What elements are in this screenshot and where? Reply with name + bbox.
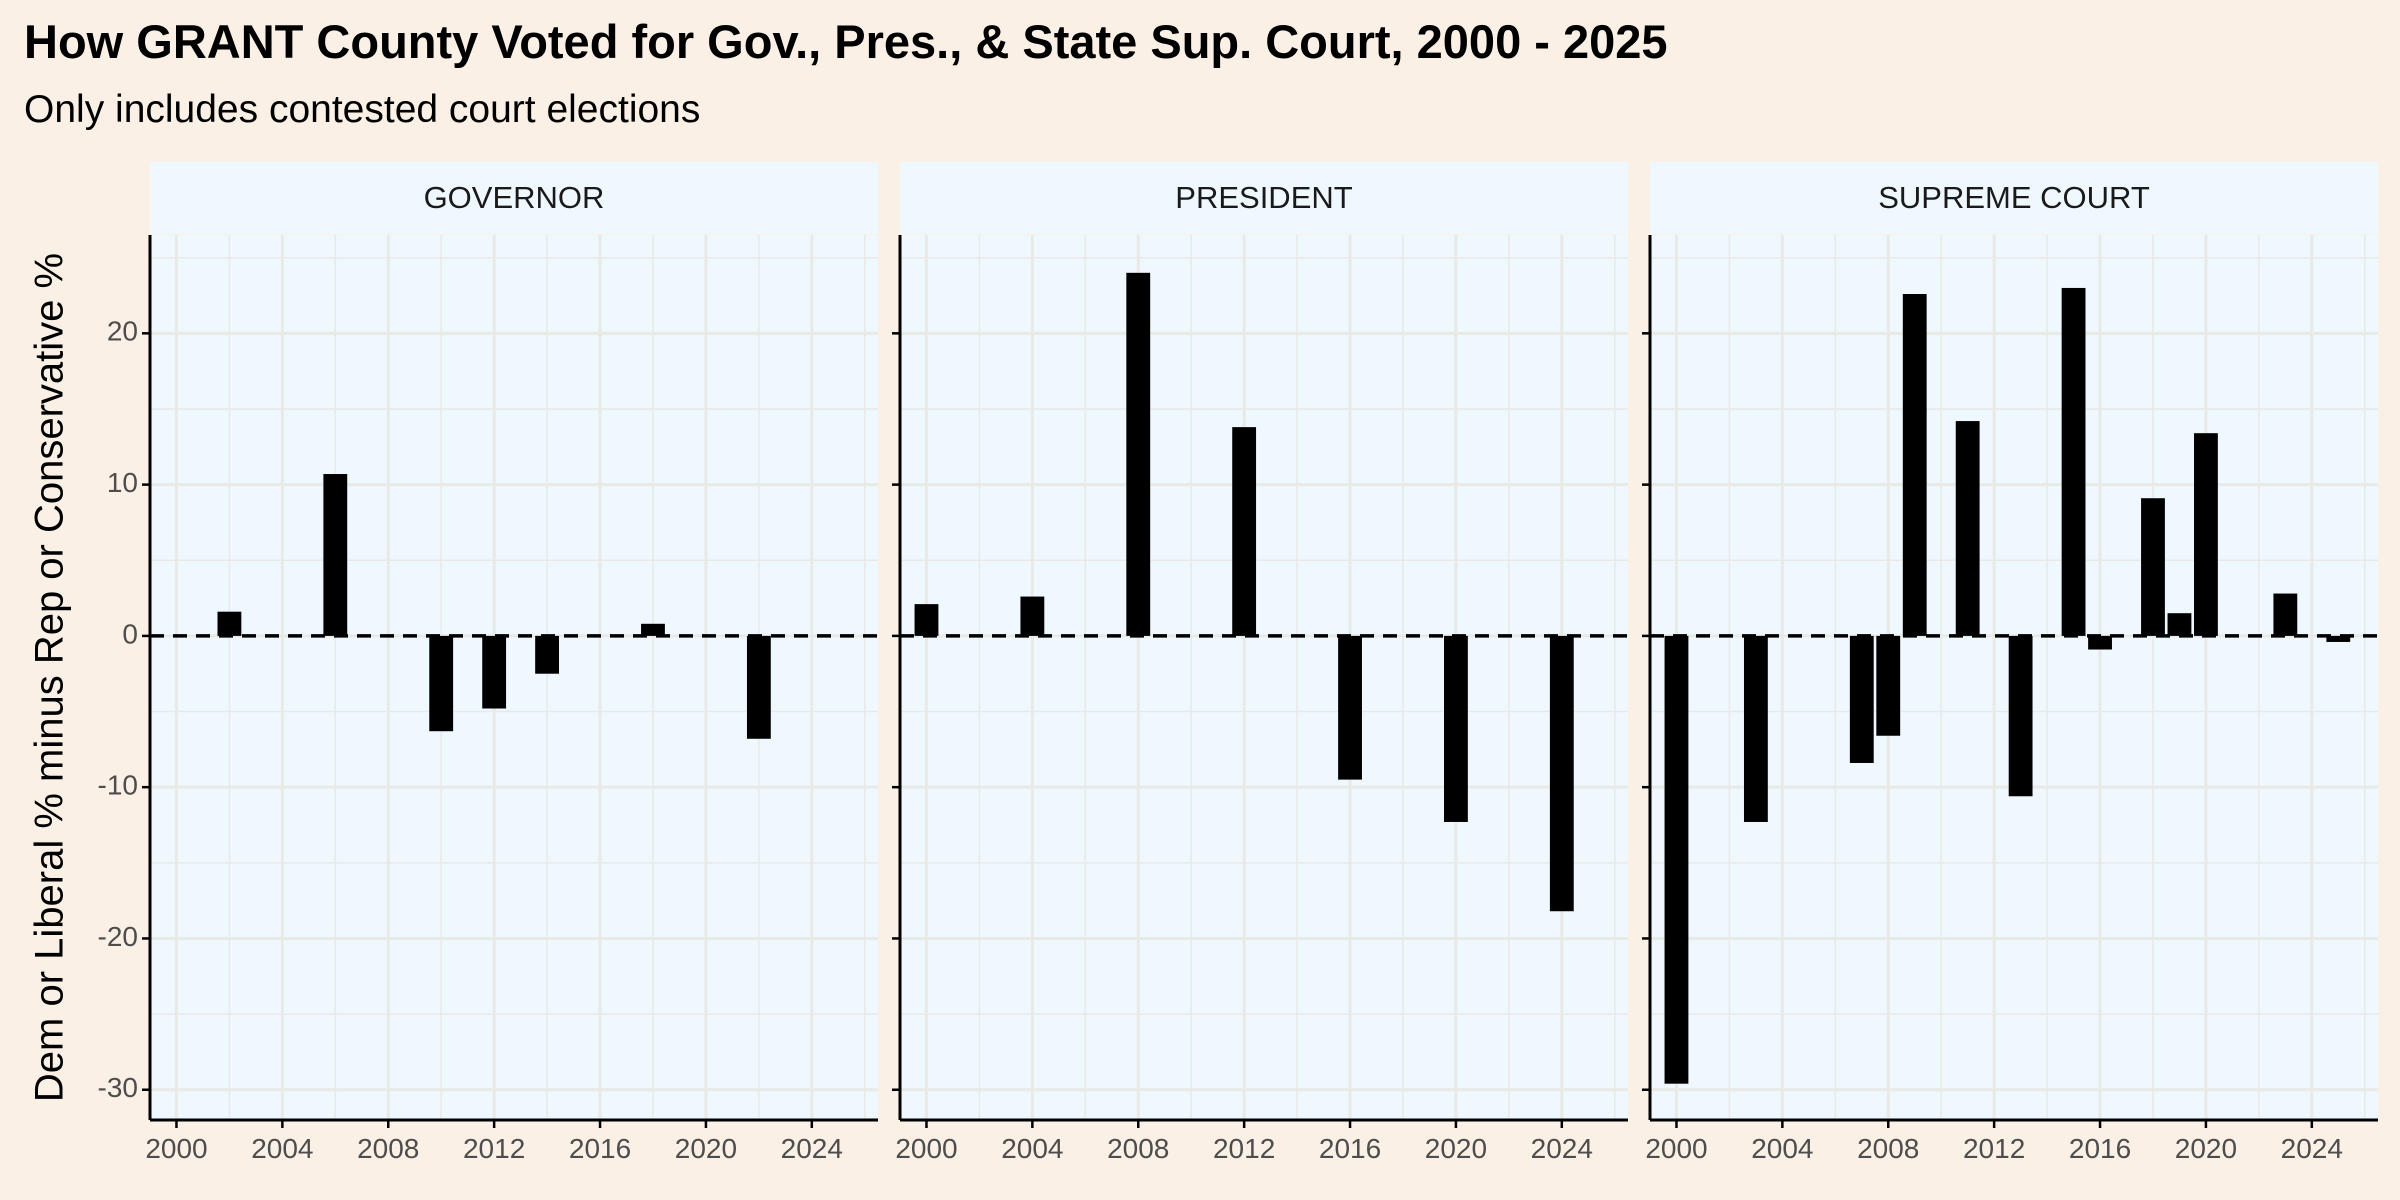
x-tick-label: 2020 (2175, 1133, 2237, 1164)
bar (1549, 635, 1574, 912)
bar (1849, 635, 1874, 763)
chart-subtitle: Only includes contested court elections (24, 88, 701, 131)
facet-strip (900, 162, 1628, 234)
bar (2273, 593, 2298, 636)
y-tick-label: 20 (107, 316, 138, 347)
x-tick-label: 2016 (569, 1133, 631, 1164)
bar (2061, 287, 2086, 636)
bar (535, 635, 560, 674)
y-tick-label: -10 (98, 770, 138, 801)
x-tick-label: 2000 (1645, 1133, 1707, 1164)
bar (914, 604, 939, 636)
bar (2167, 613, 2192, 636)
x-tick-label: 2000 (145, 1133, 207, 1164)
facet-label: PRESIDENT (1175, 180, 1352, 215)
facet-strip (150, 162, 878, 234)
bar (1020, 596, 1045, 636)
bar (1232, 427, 1257, 636)
bar (746, 635, 771, 739)
x-tick-label: 2004 (1001, 1133, 1063, 1164)
bar (1876, 635, 1901, 736)
bar (2088, 635, 2112, 650)
x-tick-label: 2020 (675, 1133, 737, 1164)
facet-strip (1650, 162, 2378, 234)
x-tick-label: 2016 (1319, 1133, 1381, 1164)
bar (1126, 272, 1151, 636)
y-tick-label: 0 (122, 618, 138, 649)
x-tick-label: 2024 (781, 1133, 843, 1164)
y-tick-label: -30 (98, 1072, 138, 1103)
x-tick-label: 2012 (463, 1133, 525, 1164)
y-axis-title: Dem or Liberal % minus Rep or Conservati… (28, 253, 72, 1102)
bar (1444, 635, 1468, 822)
panel-background (900, 235, 1628, 1120)
bar (2008, 635, 2033, 797)
bar (1664, 635, 1689, 1084)
bar (1338, 635, 1362, 780)
x-tick-label: 2024 (2281, 1133, 2343, 1164)
bar (2141, 498, 2165, 636)
x-tick-label: 2008 (1107, 1133, 1169, 1164)
x-tick-label: 2012 (1213, 1133, 1275, 1164)
bar (482, 635, 507, 709)
bar (641, 623, 665, 636)
x-tick-label: 2012 (1963, 1133, 2025, 1164)
x-tick-label: 2016 (2069, 1133, 2131, 1164)
x-tick-label: 2008 (1857, 1133, 1919, 1164)
y-tick-label: -20 (98, 921, 138, 952)
y-tick-label: 10 (107, 467, 138, 498)
bar (2194, 433, 2218, 636)
x-tick-label: 2000 (895, 1133, 957, 1164)
bar (429, 635, 454, 732)
x-tick-label: 2004 (251, 1133, 313, 1164)
bar (1902, 294, 1927, 636)
bar (323, 474, 348, 636)
x-tick-label: 2008 (357, 1133, 419, 1164)
bar (1743, 635, 1768, 822)
bar (1955, 421, 1980, 636)
facet-label: GOVERNOR (424, 180, 605, 215)
x-tick-label: 2024 (1531, 1133, 1593, 1164)
bar (217, 611, 242, 636)
facet-label: SUPREME COURT (1878, 180, 2150, 215)
chart-title: How GRANT County Voted for Gov., Pres., … (24, 15, 1668, 68)
x-tick-label: 2020 (1425, 1133, 1487, 1164)
x-tick-label: 2004 (1751, 1133, 1813, 1164)
bar (2326, 635, 2351, 642)
